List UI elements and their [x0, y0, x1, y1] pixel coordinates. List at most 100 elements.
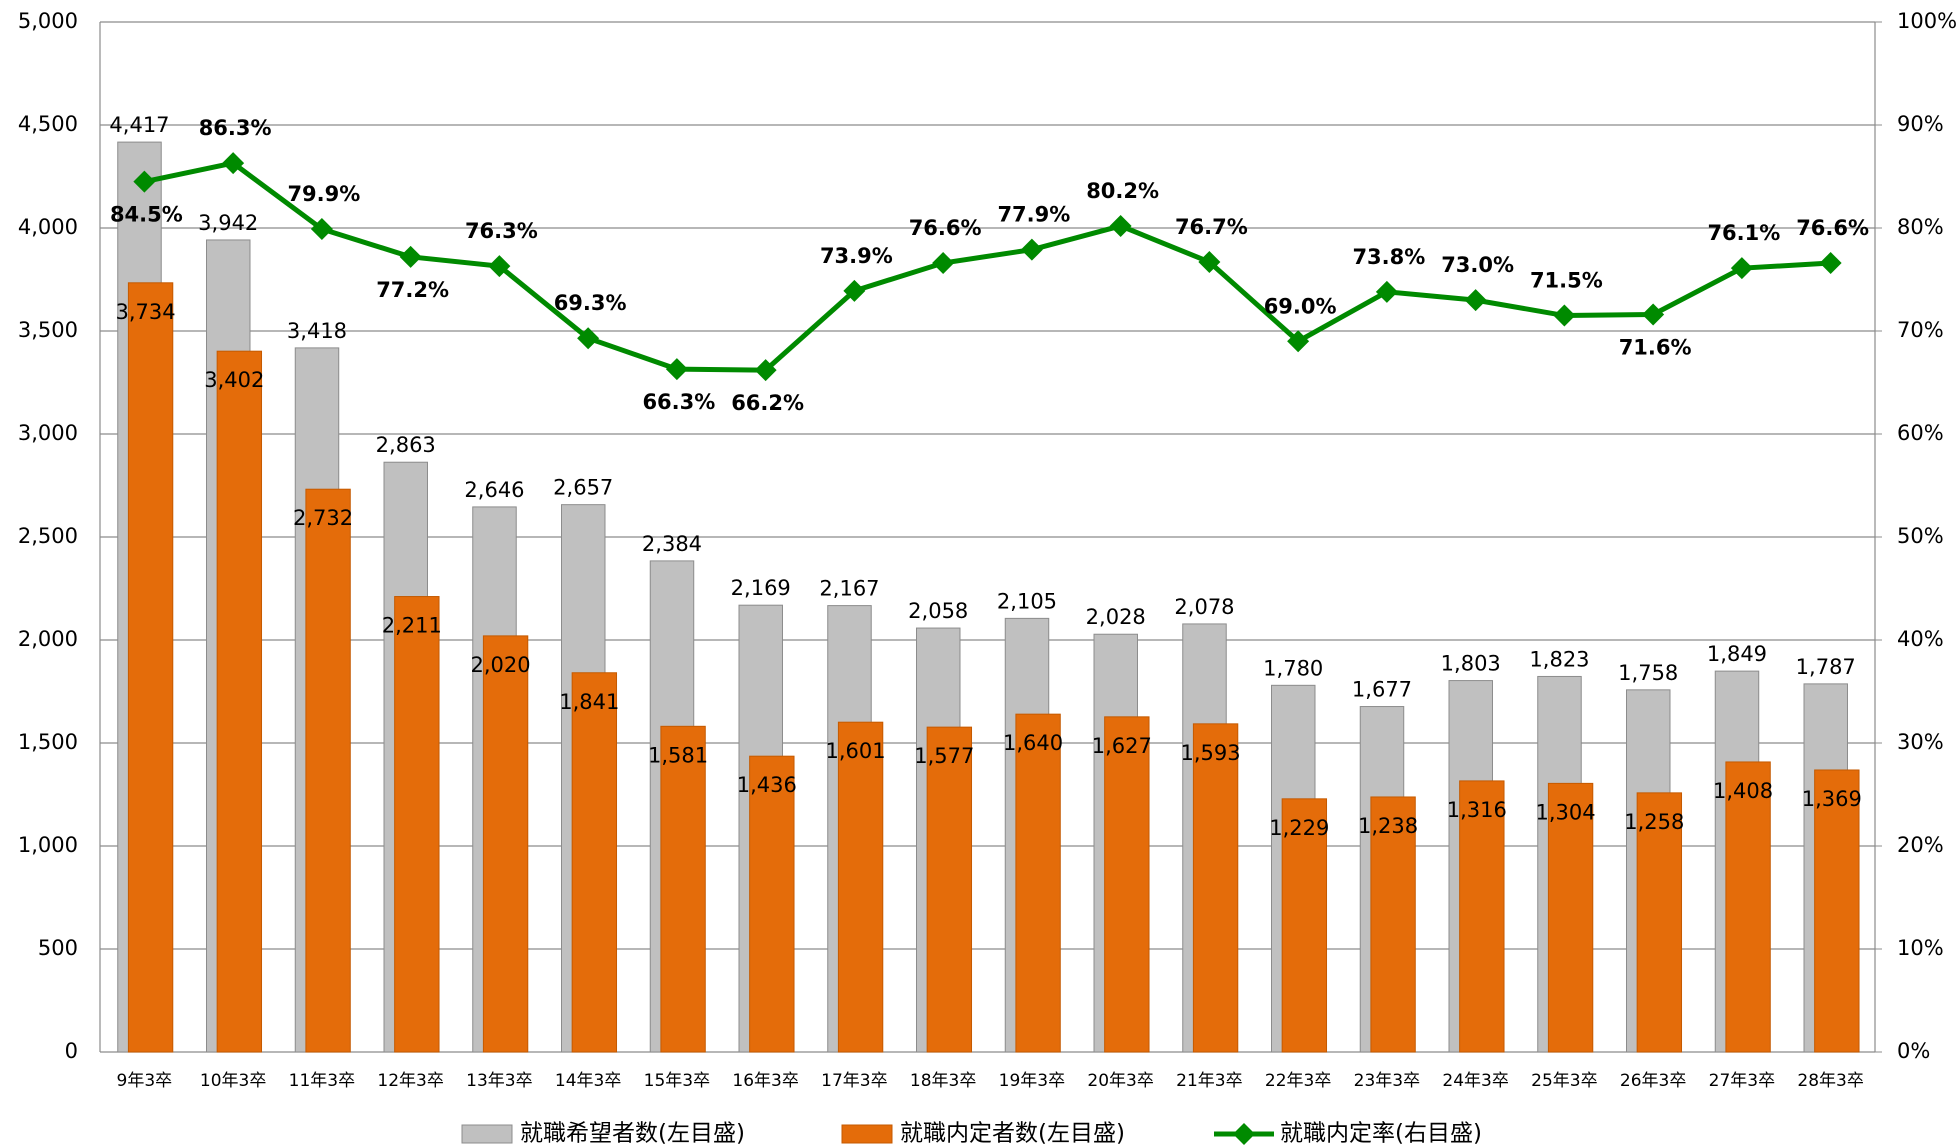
marker [133, 170, 156, 193]
data-label: 1,229 [1269, 816, 1329, 840]
y2-tick-label: 40% [1897, 627, 1944, 651]
bar [1192, 723, 1239, 1053]
bar [1015, 713, 1061, 1053]
data-label: 2,657 [553, 476, 613, 500]
legend-label: 就職内定者数(左目盛) [900, 1121, 1125, 1147]
line [143, 160, 1831, 373]
data-label: 1,581 [648, 743, 708, 767]
y2-tick-label: 20% [1897, 833, 1944, 857]
data-label: 2,384 [642, 532, 702, 556]
marker [1730, 257, 1753, 280]
data-label: 1,849 [1707, 642, 1767, 666]
data-label: 66.2% [731, 391, 804, 415]
y-tick-label: 1,500 [18, 730, 78, 754]
marker [1287, 330, 1310, 353]
data-label: 1,627 [1092, 734, 1152, 758]
y2-tick-label: 80% [1897, 215, 1944, 239]
bar [127, 282, 174, 1053]
y2-tick-label: 100% [1897, 9, 1957, 33]
data-label: 1,577 [914, 744, 974, 768]
bar [749, 755, 795, 1053]
x-tick-label: 9年3卒 [117, 1071, 173, 1091]
data-label: 77.9% [997, 203, 1070, 227]
bar [1370, 796, 1416, 1053]
data-label: 73.0% [1441, 253, 1514, 277]
x-tick-label: 27年3卒 [1709, 1071, 1775, 1091]
marker [399, 245, 422, 268]
x-tick-label: 25年3卒 [1531, 1071, 1597, 1091]
data-label: 69.0% [1264, 294, 1337, 318]
marker [488, 255, 511, 278]
data-label: 1,593 [1181, 741, 1241, 765]
x-tick-label: 15年3卒 [644, 1071, 710, 1091]
y2-tick-label: 10% [1897, 936, 1944, 960]
data-label: 1,677 [1352, 678, 1412, 702]
y-tick-label: 4,000 [18, 215, 78, 239]
legend-swatch [461, 1124, 513, 1144]
data-label: 86.3% [199, 116, 272, 140]
data-label: 3,402 [204, 368, 264, 392]
x-tick-label: 21年3卒 [1176, 1071, 1242, 1091]
data-label: 1,787 [1796, 655, 1856, 679]
marker [1642, 303, 1665, 326]
x-tick-label: 23年3卒 [1354, 1071, 1420, 1091]
x-tick-label: 28年3卒 [1797, 1071, 1863, 1091]
x-tick-label: 11年3卒 [289, 1071, 355, 1091]
y2-tick-label: 70% [1897, 318, 1944, 342]
marker [932, 252, 955, 275]
marker [222, 152, 245, 175]
legend-marker [1233, 1123, 1255, 1145]
marker [665, 358, 688, 381]
marker [754, 359, 777, 382]
data-label: 1,238 [1358, 814, 1418, 838]
data-label: 76.6% [1796, 216, 1869, 240]
bar [1814, 769, 1860, 1053]
y2-tick-label: 60% [1897, 421, 1944, 445]
y-tick-label: 500 [38, 936, 78, 960]
marker [1819, 252, 1842, 275]
data-label: 73.8% [1352, 245, 1425, 269]
marker [310, 218, 333, 241]
data-label: 73.9% [820, 244, 893, 268]
data-label: 2,863 [376, 433, 436, 457]
bar [660, 725, 706, 1053]
bar [394, 596, 440, 1053]
data-label: 66.3% [642, 390, 715, 414]
data-label: 2,078 [1174, 595, 1234, 619]
data-label: 1,803 [1441, 652, 1501, 676]
data-label: 76.7% [1175, 215, 1248, 239]
data-label: 76.6% [909, 216, 982, 240]
data-label: 1,304 [1536, 800, 1596, 824]
x-tick-label: 12年3卒 [377, 1071, 443, 1091]
data-label: 2,028 [1086, 605, 1146, 629]
legend-label: 就職内定率(右目盛) [1280, 1121, 1482, 1147]
bar [1547, 782, 1594, 1053]
y-tick-label: 2,000 [18, 627, 78, 651]
bar [305, 488, 351, 1053]
legend-swatch [841, 1124, 893, 1144]
marker [1198, 250, 1221, 273]
data-label: 3,942 [198, 211, 258, 235]
bar [1281, 798, 1328, 1053]
data-label: 76.1% [1707, 221, 1780, 245]
data-label: 77.2% [376, 278, 449, 302]
x-tick-label: 20年3卒 [1087, 1071, 1153, 1091]
bar [482, 635, 529, 1053]
bar [1104, 716, 1150, 1053]
marker [1553, 304, 1576, 327]
data-label: 1,823 [1529, 647, 1589, 671]
data-label: 2,646 [464, 478, 524, 502]
x-tick-label: 24年3卒 [1442, 1071, 1508, 1091]
data-label: 1,369 [1802, 787, 1862, 811]
bar [926, 726, 973, 1053]
data-label: 1,758 [1618, 661, 1678, 685]
data-label: 71.5% [1530, 269, 1603, 293]
data-label: 69.3% [554, 291, 627, 315]
data-label: 1,408 [1713, 779, 1773, 803]
bar [216, 350, 263, 1053]
marker [843, 279, 866, 302]
data-label: 71.6% [1619, 336, 1692, 360]
data-label: 4,417 [109, 113, 169, 137]
marker [1464, 289, 1487, 312]
